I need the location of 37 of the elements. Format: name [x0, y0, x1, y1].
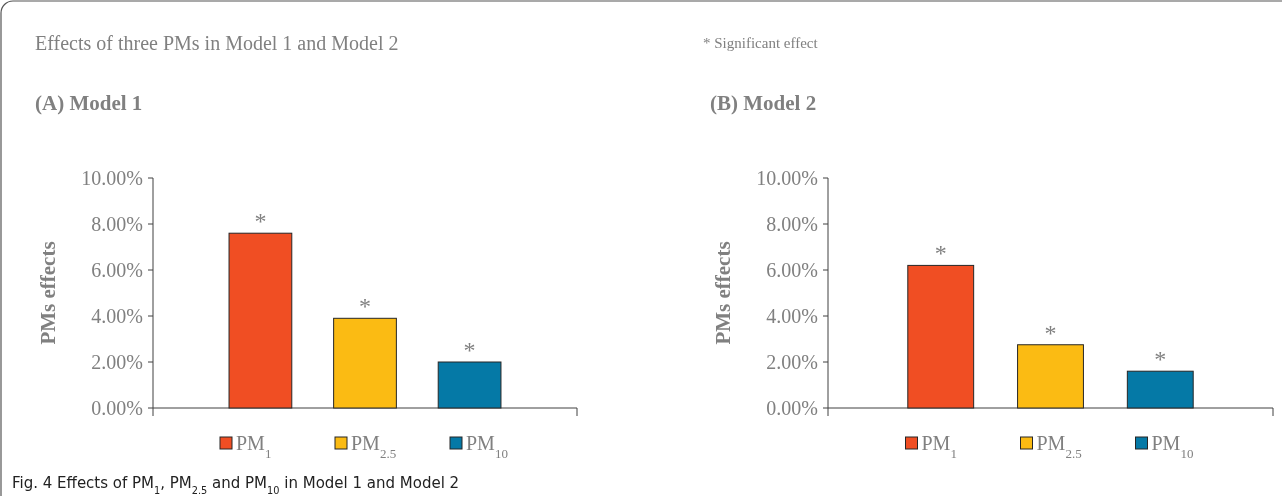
legend-label: PM$_{2.5}$: [1036, 432, 1082, 461]
legend-label: PM$_{2.5}$: [351, 432, 397, 461]
legend-label: PM$_{10}$: [1151, 432, 1194, 461]
y-tick-label: 8.00%: [91, 213, 143, 235]
data-label: *: [359, 293, 371, 320]
y-tick-label: 10.00%: [81, 167, 143, 189]
bar: [907, 264, 975, 409]
legend-label: PM$_{1}$: [236, 432, 272, 461]
data-label: *: [463, 337, 476, 363]
chart-title: (A) Model 1: [35, 91, 143, 115]
data-label: *: [934, 240, 947, 267]
y-tick-label: 0.00%: [766, 397, 818, 419]
y-tick-label: 6.00%: [766, 259, 818, 281]
y-tick-label: 0.00%: [91, 397, 143, 419]
y-axis-title: PMs effects: [711, 241, 735, 345]
y-tick-label: 2.00%: [91, 351, 143, 373]
bar: [437, 361, 502, 409]
y-tick-label: 2.00%: [766, 351, 818, 373]
legend-label: PM$_{10}$: [466, 432, 508, 461]
y-tick-label: 6.00%: [91, 259, 143, 281]
data-label: *: [1154, 346, 1167, 373]
bar: [1017, 344, 1084, 409]
y-tick-label: 8.00%: [766, 213, 818, 235]
legend-label: PM$_{1}$: [921, 432, 957, 461]
chart-title: (B) Model 2: [710, 91, 817, 115]
bar: [333, 317, 397, 409]
data-label: *: [254, 208, 267, 235]
bar: [228, 232, 293, 409]
y-tick-label: 4.00%: [91, 305, 143, 327]
y-tick-label: 10.00%: [756, 167, 818, 189]
y-tick-label: 4.00%: [766, 305, 818, 327]
text: Effects of three PMs in Model 1 and Model 2: [35, 32, 399, 54]
data-label: *: [1044, 319, 1057, 346]
text: * Significant effect: [703, 35, 819, 51]
y-axis-title: PMs effects: [36, 241, 60, 345]
bar: [1126, 370, 1194, 409]
caption: Fig. 4 Effects of PM$_{1}$, PM$_{2.5}$ and PM$_{10}$ in Model 1 and Model 2: [12, 474, 460, 496]
